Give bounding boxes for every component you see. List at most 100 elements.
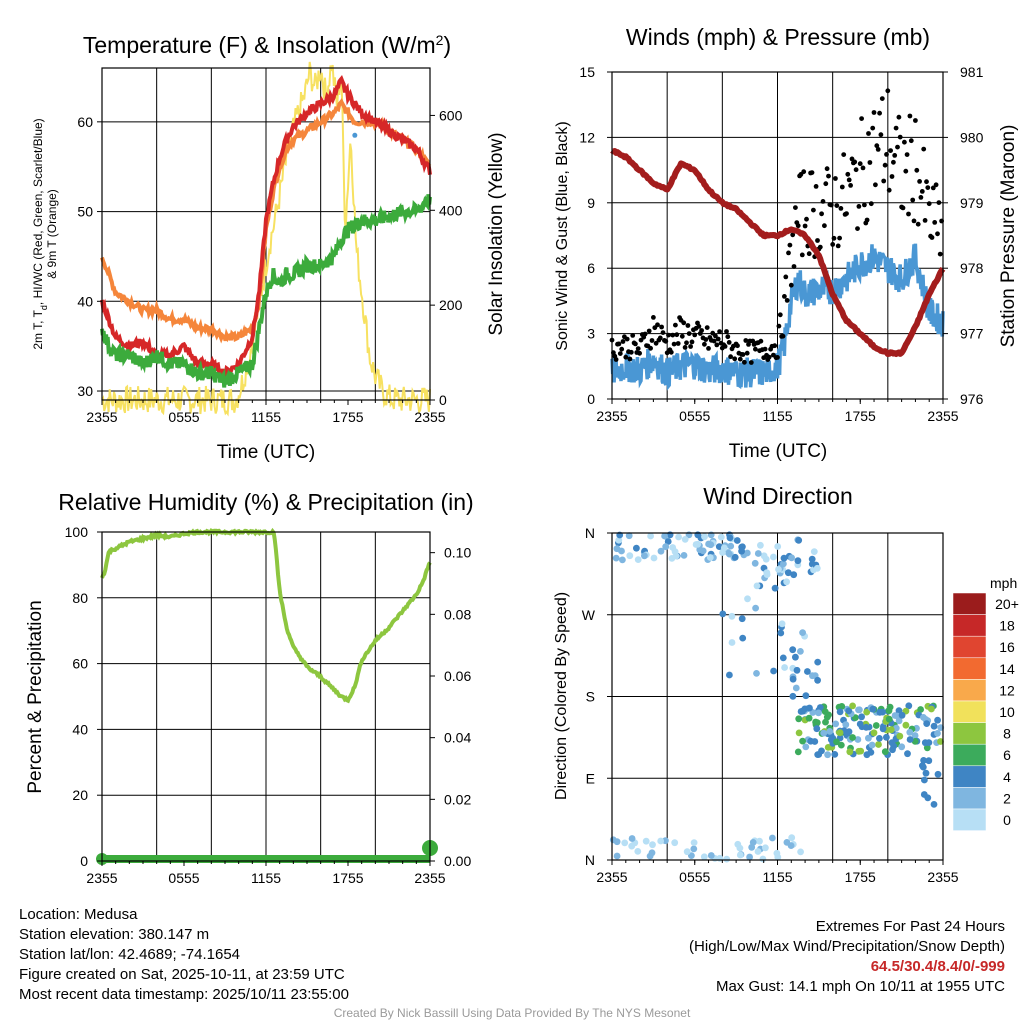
gust-point bbox=[897, 134, 903, 140]
gust-point bbox=[671, 341, 677, 347]
sonic-wind-line bbox=[610, 243, 945, 391]
wind-direction-point bbox=[854, 736, 862, 743]
wind-direction-point bbox=[906, 736, 914, 743]
wind-direction-point bbox=[911, 732, 919, 739]
wind-direction-point bbox=[792, 653, 799, 661]
gust-point bbox=[782, 294, 787, 299]
chart-title: Temperature (F) & Insolation (W/m2) bbox=[83, 32, 451, 58]
gust-point bbox=[668, 349, 674, 355]
wind-direction-point bbox=[641, 552, 648, 560]
legend-swatch bbox=[952, 592, 987, 615]
gust-point bbox=[666, 332, 671, 338]
wind-direction-point bbox=[642, 837, 650, 845]
wind-direction-point bbox=[734, 840, 742, 848]
wind-direction-point bbox=[925, 739, 933, 746]
y2-tick-label: 400 bbox=[439, 202, 463, 218]
extremes-info: Extremes For Past 24 Hours (High/Low/Max… bbox=[689, 917, 1005, 997]
x-tick-label: 1155 bbox=[762, 869, 792, 885]
gust-point bbox=[823, 181, 829, 187]
y2-tick-label: 0.00 bbox=[444, 853, 471, 869]
gust-point bbox=[937, 251, 943, 257]
wind-direction-point bbox=[731, 553, 739, 561]
wind-direction-point bbox=[820, 729, 828, 737]
gust-point bbox=[702, 341, 707, 347]
wind-direction-point bbox=[921, 776, 928, 784]
gust-point bbox=[857, 161, 863, 167]
title-text: Temperature (F) & Insolation (W/m bbox=[83, 32, 436, 58]
x-tick-label: 2355 bbox=[927, 869, 958, 885]
x-tick-label: 1755 bbox=[845, 408, 876, 424]
wind-direction-point bbox=[726, 671, 733, 679]
gust-point bbox=[659, 324, 664, 330]
x-tick-label: 2355 bbox=[596, 408, 627, 424]
gust-point bbox=[711, 338, 717, 344]
dewpoint-line bbox=[100, 194, 432, 388]
gust-point bbox=[936, 200, 942, 206]
gust-point bbox=[904, 152, 910, 158]
y-tick-label: 0 bbox=[80, 853, 88, 869]
wind-direction-point bbox=[818, 747, 825, 755]
gust-point bbox=[714, 342, 720, 348]
gust-point bbox=[681, 320, 687, 326]
gust-point bbox=[689, 339, 695, 345]
y-tick-label: 0 bbox=[587, 391, 595, 407]
gust-point bbox=[809, 170, 815, 176]
heat-index-dot bbox=[352, 132, 358, 138]
x-tick-label: 0555 bbox=[679, 408, 710, 424]
gust-point bbox=[926, 201, 932, 207]
wind-direction-point bbox=[876, 709, 884, 716]
y-axis-label: Direction (Colored By Speed) bbox=[553, 592, 570, 800]
wind-direction-point bbox=[923, 720, 931, 727]
wind-direction-point bbox=[838, 703, 846, 710]
gust-point bbox=[790, 232, 796, 238]
gust-point bbox=[864, 217, 870, 223]
gust-point bbox=[873, 182, 878, 188]
gust-point bbox=[787, 242, 793, 248]
y2-tick-label: 0.08 bbox=[444, 606, 471, 622]
wind-direction-point bbox=[934, 716, 941, 724]
y2-tick-label: 600 bbox=[439, 107, 463, 123]
wind-direction-point bbox=[930, 722, 938, 730]
wind-direction-point bbox=[612, 554, 620, 562]
gust-point bbox=[855, 226, 860, 232]
legend-title: mph bbox=[990, 575, 1017, 591]
wind-direction-point bbox=[799, 629, 806, 636]
wind-direction-point bbox=[849, 702, 856, 710]
wind-direction-point bbox=[628, 842, 636, 850]
gust-point bbox=[838, 206, 844, 211]
wind-direction-point bbox=[885, 715, 893, 723]
y-axis-label: Percent & Precipitation bbox=[25, 600, 46, 793]
wind-direction-point bbox=[868, 741, 876, 749]
chart-title: Relative Humidity (%) & Precipitation (i… bbox=[58, 489, 473, 515]
gust-point bbox=[657, 335, 663, 341]
gust-point bbox=[670, 332, 676, 338]
wind-direction-point bbox=[794, 748, 802, 756]
wind-direction-point bbox=[770, 553, 777, 561]
wind-direction-point bbox=[690, 839, 698, 846]
gust-point bbox=[685, 323, 691, 328]
gust-point bbox=[845, 171, 851, 177]
wind-direction-point bbox=[648, 849, 656, 857]
y-tick-label: 3 bbox=[587, 326, 595, 342]
wind-direction-point bbox=[626, 552, 634, 560]
gust-point bbox=[884, 152, 889, 157]
legend-swatch bbox=[952, 614, 987, 637]
y-tick-label: S bbox=[586, 689, 595, 705]
gust-point bbox=[649, 338, 655, 343]
wind-direction-point bbox=[726, 550, 733, 558]
wind-direction-point bbox=[902, 721, 910, 729]
wind-direction-point bbox=[690, 845, 698, 853]
gust-point bbox=[660, 330, 666, 335]
gust-point bbox=[878, 132, 884, 138]
wind-direction-point bbox=[892, 724, 900, 732]
wind-direction-point bbox=[793, 666, 801, 674]
wind-direction-point bbox=[879, 725, 887, 733]
credit-text: Created By Nick Bassill Using Data Provi… bbox=[333, 1006, 691, 1020]
wind-direction-point bbox=[923, 744, 931, 752]
gust-point bbox=[846, 177, 852, 183]
extremes-subtitle: (High/Low/Max Wind/Precipitation/Snow De… bbox=[689, 938, 1005, 955]
x-axis-label: Time (UTC) bbox=[217, 442, 316, 463]
wind-direction-point bbox=[613, 852, 621, 860]
gust-point bbox=[735, 343, 740, 349]
gust-point bbox=[896, 114, 902, 120]
